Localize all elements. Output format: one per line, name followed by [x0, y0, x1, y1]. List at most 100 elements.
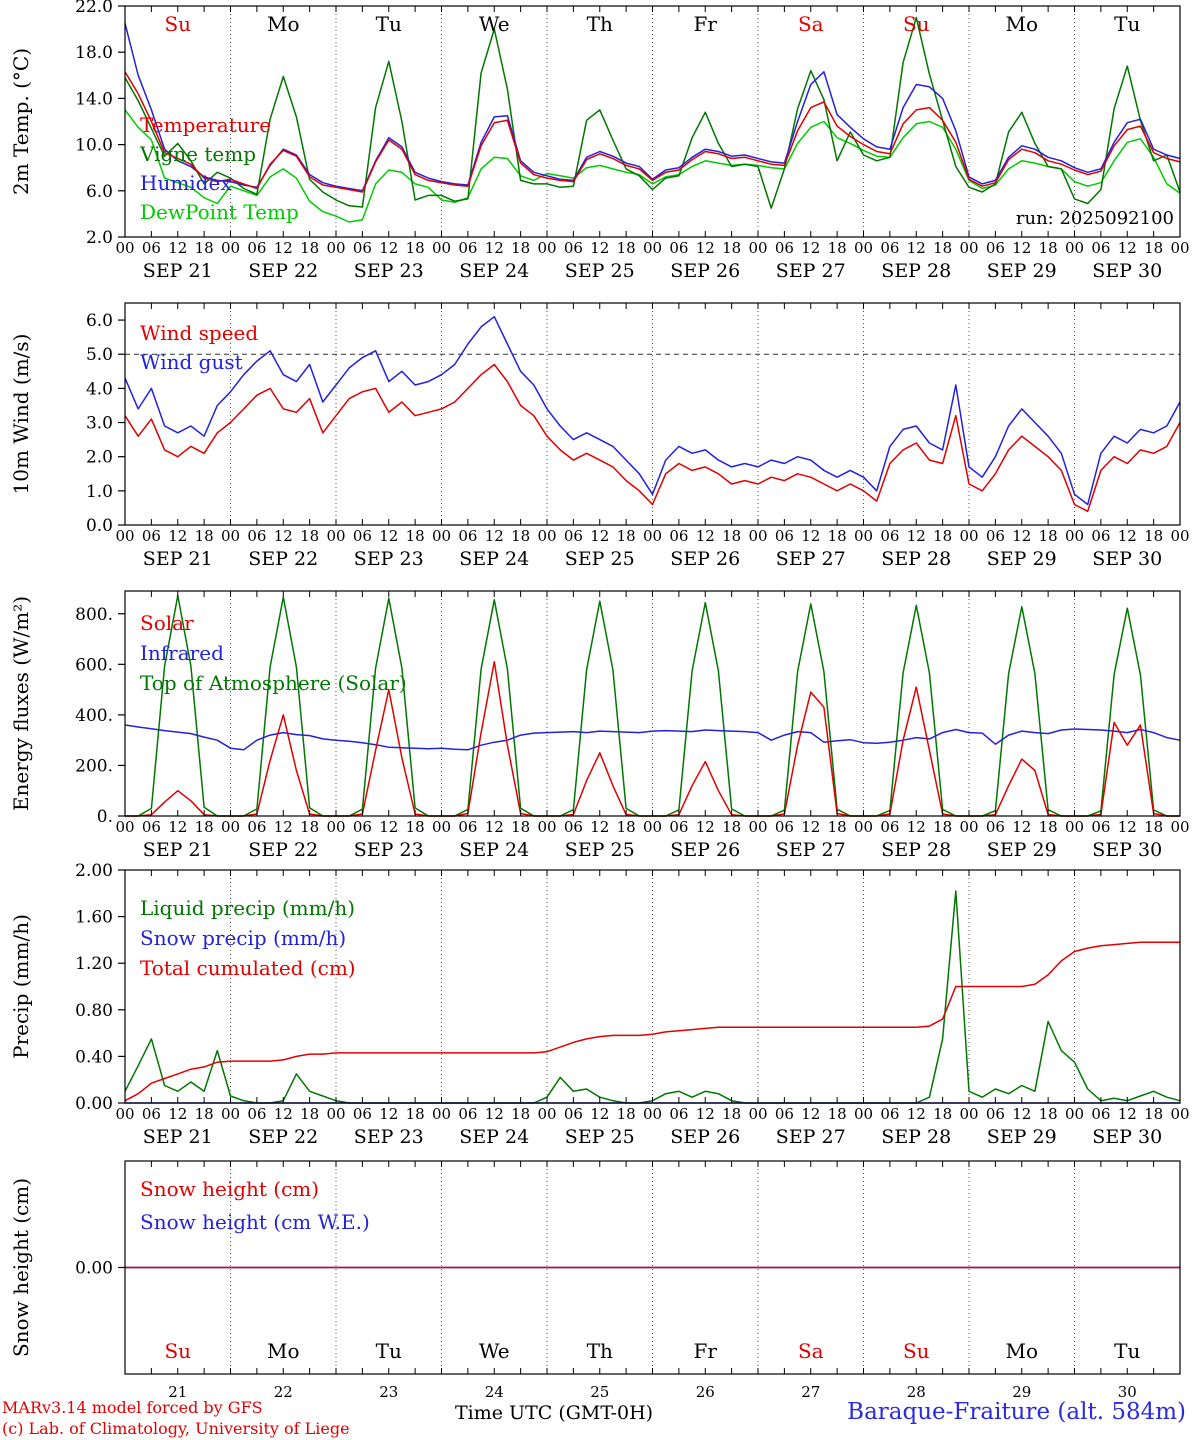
hour-label: 18	[617, 527, 636, 545]
weekday-label: Tu	[376, 1339, 402, 1363]
hour-label: 00	[115, 818, 134, 836]
y-axis-title-precip: Precip (mm/h)	[9, 914, 33, 1059]
legend-temp-3: DewPoint Temp	[140, 200, 299, 224]
station-title: Baraque-Fraiture (alt. 584m)	[847, 1399, 1186, 1425]
y-tick-label: 14.0	[75, 89, 113, 109]
hour-label: 18	[195, 239, 214, 257]
hour-label: 18	[828, 527, 847, 545]
hour-label: 00	[1065, 818, 1084, 836]
hour-label: 06	[458, 527, 477, 545]
hour-label: 06	[564, 1105, 583, 1123]
hour-label: 06	[247, 527, 266, 545]
day-number: 26	[696, 1383, 715, 1401]
hour-label: 00	[115, 1105, 134, 1123]
hour-label: 12	[274, 527, 293, 545]
date-caption: SEP 26	[670, 260, 740, 282]
hour-label: 06	[247, 1105, 266, 1123]
date-caption: SEP 26	[670, 548, 740, 570]
hour-label: 00	[115, 239, 134, 257]
day-number: 27	[801, 1383, 820, 1401]
y-tick-label: 2.00	[75, 861, 113, 881]
series-dewpoint-line	[124, 109, 1181, 223]
hour-label: 06	[142, 527, 161, 545]
hour-label: 18	[300, 239, 319, 257]
hour-label: 06	[775, 239, 794, 257]
y-tick-label: 5.0	[86, 345, 113, 365]
date-caption: SEP 30	[1092, 1126, 1162, 1148]
date-caption: SEP 21	[143, 839, 213, 861]
hour-label: 18	[511, 239, 530, 257]
date-caption: SEP 30	[1092, 548, 1162, 570]
hour-label: 06	[247, 239, 266, 257]
date-caption: SEP 21	[143, 260, 213, 282]
hour-label: 18	[195, 818, 214, 836]
hour-label: 12	[274, 818, 293, 836]
hour-label: 12	[379, 527, 398, 545]
hour-label: 06	[353, 527, 372, 545]
series-toa-line	[125, 594, 1180, 817]
hour-label: 18	[511, 818, 530, 836]
date-caption: SEP 28	[881, 548, 951, 570]
weekday-label: Th	[587, 12, 613, 36]
hour-label: 12	[907, 239, 926, 257]
legend-snow-0: Snow height (cm)	[140, 1177, 319, 1201]
date-caption: SEP 25	[565, 260, 635, 282]
hour-label: 06	[986, 1105, 1005, 1123]
legend-temp-0: Temperature	[140, 113, 271, 137]
hour-label: 18	[300, 818, 319, 836]
hour-label: 12	[168, 239, 187, 257]
weekday-label: Su	[903, 1339, 930, 1363]
hour-label: 18	[195, 1105, 214, 1123]
date-caption: SEP 23	[354, 839, 424, 861]
date-caption: SEP 26	[670, 839, 740, 861]
hour-label: 12	[801, 527, 820, 545]
hour-label: 06	[1091, 239, 1110, 257]
date-caption: SEP 24	[459, 260, 529, 282]
series-vigne-line	[124, 16, 1181, 209]
hour-label: 00	[748, 1105, 767, 1123]
hour-label: 12	[168, 818, 187, 836]
day-number: 30	[1118, 1383, 1137, 1401]
y-tick-label: 400.	[75, 706, 113, 726]
legend-precip-2: Total cumulated (cm)	[140, 956, 356, 980]
hour-label: 00	[1065, 527, 1084, 545]
hour-label: 12	[907, 527, 926, 545]
hour-label: 06	[353, 239, 372, 257]
day-number: 24	[485, 1383, 504, 1401]
series-infrared-line	[124, 724, 1181, 751]
date-caption: SEP 22	[248, 1126, 318, 1148]
legend-temp-2: Humidex	[140, 171, 232, 195]
weekday-label: Sa	[798, 1339, 824, 1363]
hour-label: 12	[696, 527, 715, 545]
hour-label: 12	[590, 239, 609, 257]
y-tick-label: 6.0	[86, 311, 113, 331]
hour-label: 00	[643, 1105, 662, 1123]
hour-label: 18	[300, 527, 319, 545]
hour-label: 06	[775, 818, 794, 836]
hour-label: 00	[1170, 1105, 1189, 1123]
hour-label: 06	[458, 1105, 477, 1123]
hour-label: 12	[168, 1105, 187, 1123]
hour-label: 12	[379, 818, 398, 836]
hour-label: 12	[590, 1105, 609, 1123]
weekday-label: We	[479, 12, 510, 36]
weekday-label: Tu	[1114, 12, 1140, 36]
hour-label: 18	[406, 527, 425, 545]
hour-label: 06	[353, 818, 372, 836]
hour-label: 06	[1091, 1105, 1110, 1123]
hour-label: 18	[722, 239, 741, 257]
hour-label: 00	[1170, 818, 1189, 836]
y-axis-title-energy: Energy fluxes (W/m²)	[9, 596, 33, 811]
hour-label: 18	[722, 818, 741, 836]
hour-label: 18	[828, 1105, 847, 1123]
hour-label: 12	[485, 527, 504, 545]
day-number: 22	[274, 1383, 293, 1401]
weekday-label: Mo	[267, 12, 300, 36]
hour-label: 06	[353, 1105, 372, 1123]
hour-label: 18	[722, 527, 741, 545]
hour-label: 00	[854, 1105, 873, 1123]
date-caption: SEP 26	[670, 1126, 740, 1148]
hour-label: 18	[1144, 239, 1163, 257]
hour-label: 12	[485, 818, 504, 836]
